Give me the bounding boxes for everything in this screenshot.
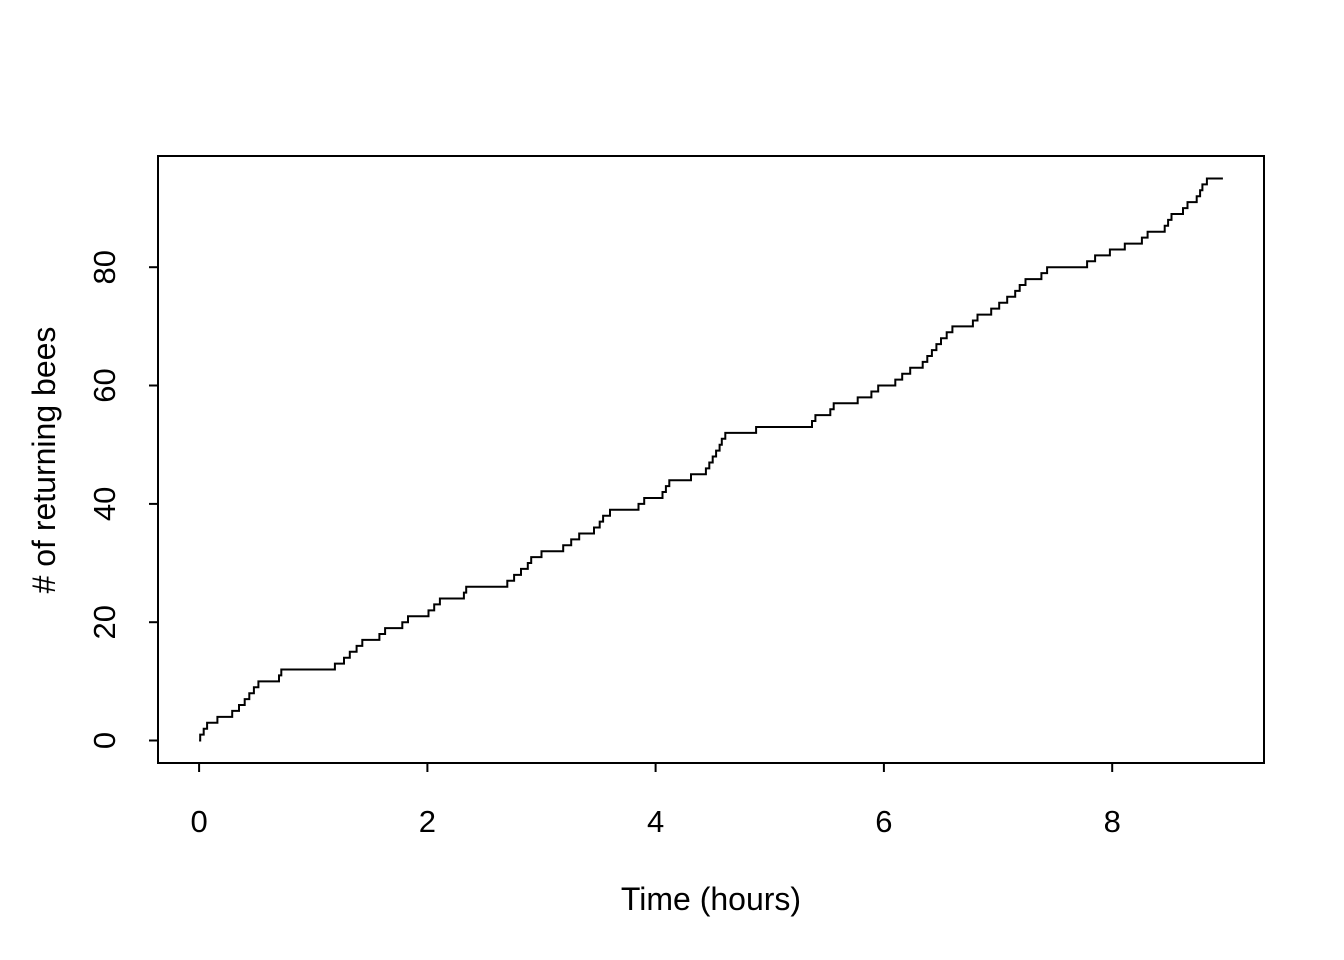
- x-tick-label: 6: [875, 804, 892, 839]
- y-tick-label: 40: [87, 487, 122, 521]
- x-tick-label: 2: [419, 804, 436, 839]
- x-tick-label: 8: [1104, 804, 1121, 839]
- x-tick-label: 0: [190, 804, 207, 839]
- x-axis-title: Time (hours): [621, 881, 801, 917]
- x-tick-label: 4: [647, 804, 664, 839]
- y-axis-title: # of returning bees: [26, 327, 62, 594]
- y-tick-label: 60: [87, 368, 122, 402]
- plot-box: [157, 155, 1265, 764]
- y-tick-label: 0: [87, 732, 122, 749]
- step-line: [199, 177, 1223, 742]
- y-tick-label: 20: [87, 605, 122, 639]
- x-axis: 0 2 4 6 8: [190, 763, 1121, 839]
- y-axis: 0 20 40 60 80: [87, 250, 158, 749]
- y-tick-label: 80: [87, 250, 122, 284]
